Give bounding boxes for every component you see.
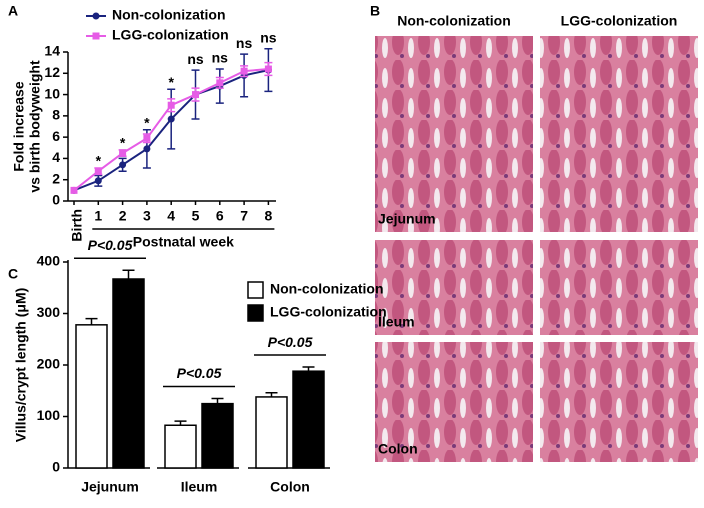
- bar: [112, 278, 145, 469]
- x-tick-label: 8: [265, 208, 273, 224]
- y-tick-label: 12: [44, 64, 60, 80]
- point: [94, 177, 102, 185]
- bar: [164, 424, 197, 469]
- x-tick-label: 5: [192, 208, 200, 224]
- legend-swatch: [247, 304, 264, 322]
- micrograph: [540, 342, 698, 462]
- y-tick-label: 300: [37, 304, 61, 320]
- y-tick-label: 14: [44, 43, 60, 59]
- x-tick-label: 4: [167, 208, 175, 224]
- annotation: ns: [236, 35, 253, 51]
- y-axis-label: Villus/crypt length (μM): [13, 288, 29, 443]
- bar: [255, 396, 288, 469]
- y-tick-label: 4: [52, 149, 60, 165]
- annotation: *: [168, 74, 174, 90]
- annotation: ns: [260, 30, 277, 46]
- row-label: Ileum: [378, 314, 415, 330]
- x-tick-label: Ileum: [181, 479, 218, 495]
- point: [119, 161, 127, 169]
- column-header: LGG-colonization: [561, 13, 678, 29]
- legend-marker: [92, 32, 100, 40]
- y-tick-label: 0: [52, 192, 60, 208]
- annotation: P<0.05: [88, 237, 133, 253]
- error-bar: [122, 269, 135, 279]
- y-tick-label: 10: [44, 85, 60, 101]
- point: [143, 134, 151, 142]
- row-label: Colon: [378, 441, 418, 457]
- bar: [201, 402, 234, 469]
- point: [240, 67, 248, 75]
- point: [167, 115, 175, 123]
- x-tick-label: 3: [143, 208, 151, 224]
- point: [143, 145, 151, 153]
- point: [70, 186, 78, 194]
- panel-label: C: [8, 266, 18, 282]
- micrograph: [375, 342, 533, 462]
- error-bar: [211, 397, 224, 404]
- legend-label: Non-colonization: [270, 281, 384, 297]
- bar: [292, 370, 325, 469]
- x-tick-label: Colon: [270, 479, 310, 495]
- x-tick-label: Jejunum: [81, 479, 139, 495]
- x-tick-label: 6: [216, 208, 224, 224]
- row-label: Jejunum: [378, 211, 436, 227]
- bar: [75, 324, 108, 469]
- annotation: *: [144, 114, 150, 130]
- annotation: P<0.05: [177, 365, 222, 381]
- legend-label: LGG-colonization: [270, 304, 387, 320]
- annotation: ns: [187, 51, 204, 67]
- y-tick-label: 200: [37, 356, 61, 372]
- legend-label: Non-colonization: [112, 7, 226, 23]
- micrograph: [375, 36, 533, 232]
- annotation: P<0.05: [268, 334, 313, 350]
- annotation: *: [96, 153, 102, 169]
- point: [167, 101, 175, 109]
- point: [264, 65, 272, 73]
- panel-label: A: [8, 3, 18, 19]
- point: [216, 79, 224, 87]
- y-tick-label: 2: [52, 170, 60, 186]
- y-tick-label: 400: [37, 253, 61, 269]
- y-tick-label: 8: [52, 107, 60, 123]
- y-axis-label: Fold increase: [11, 81, 27, 171]
- legend-marker: [92, 12, 100, 20]
- y-tick-label: 0: [52, 459, 60, 475]
- x-axis-label: Postnatal week: [133, 234, 234, 250]
- legend-swatch: [247, 281, 264, 299]
- panel-label: B: [370, 3, 380, 19]
- point: [94, 167, 102, 175]
- x-tick-label: 2: [119, 208, 127, 224]
- x-tick-label: 7: [240, 208, 248, 224]
- micrograph: [375, 240, 533, 335]
- error-bar: [85, 317, 98, 325]
- point: [119, 149, 127, 157]
- y-tick-label: 6: [52, 128, 60, 144]
- annotation: ns: [212, 50, 229, 66]
- micrograph: [540, 240, 698, 335]
- y-tick-label: 100: [37, 407, 61, 423]
- micrograph: [540, 36, 698, 232]
- legend-label: LGG-colonization: [112, 27, 229, 43]
- column-header: Non-colonization: [397, 13, 511, 29]
- y-axis-label: vs birth bodyweight: [27, 60, 43, 193]
- annotation: *: [120, 135, 126, 151]
- x-tick-label: Birth: [69, 209, 85, 242]
- point: [192, 91, 199, 99]
- x-tick-label: 1: [94, 208, 102, 224]
